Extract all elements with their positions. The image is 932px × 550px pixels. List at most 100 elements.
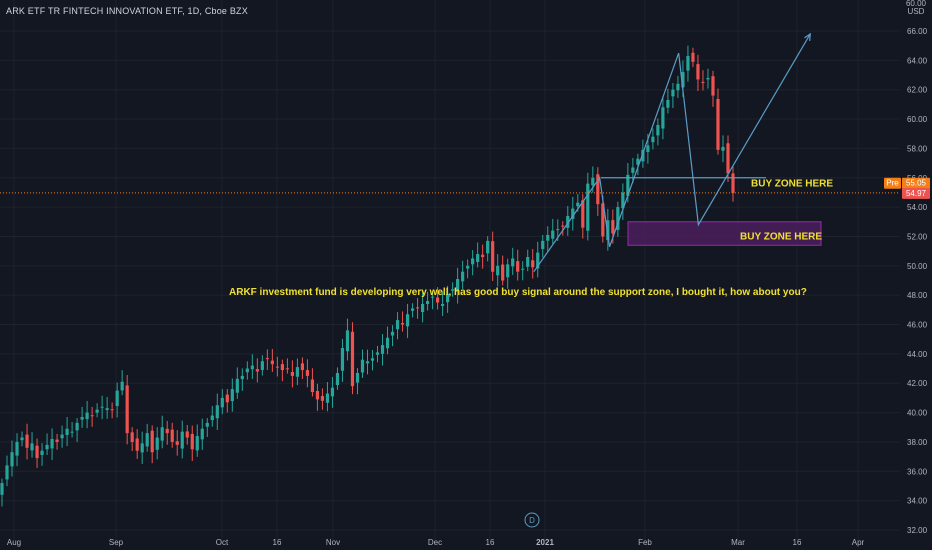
candle [731,166,735,202]
candle [120,370,124,396]
candle [420,292,425,323]
candle-body [656,124,660,136]
candle-body [435,297,440,303]
candle-body [355,372,360,383]
candle [561,221,565,236]
candle [531,248,535,279]
candle [415,298,420,319]
candle-body [255,369,259,372]
candle [716,88,720,155]
candle-body [5,465,9,480]
candle [446,285,450,313]
candle [255,358,259,383]
candle [170,422,174,448]
candle-body [586,183,590,231]
candle-body [200,428,204,440]
currency-top-value: 60.00 [905,0,927,8]
candle [275,356,279,377]
candle [200,418,204,450]
pre-tag-badge [884,177,901,189]
candle [260,355,264,376]
x-tick-label: Apr [852,538,865,547]
candle-body [526,257,530,267]
candle [425,291,430,311]
candle-body [405,314,410,327]
candle-body [190,433,194,450]
candle [295,358,300,386]
candle-body [155,437,159,450]
candle-body [676,83,680,91]
x-tick-label: Oct [216,538,229,547]
candle [155,427,159,460]
candle [85,400,89,429]
last-price-value: 54.97 [906,189,927,198]
candle [496,254,500,287]
y-tick-label: 58.00 [907,144,928,153]
candle-body [135,438,139,451]
candle [390,325,395,347]
candle-body [10,452,14,467]
candle [546,226,550,253]
y-tick-label: 34.00 [907,497,928,506]
candle [456,267,460,304]
candle-body [631,167,635,173]
candle-body [345,330,350,352]
y-tick-label: 42.00 [907,379,928,388]
candle-body [606,220,610,241]
candle-body [15,441,19,456]
candle-body [210,415,214,421]
pre-price-value: 55.05 [906,179,927,188]
candle-body [300,363,305,371]
candle-body [20,437,24,441]
candle [110,402,114,419]
candle [90,406,94,427]
candle [711,70,715,107]
y-tick-label: 40.00 [907,409,928,418]
candle [215,393,219,431]
symbol-title: ARK ETF TR FINTECH INNOVATION ETF, 1D, C… [6,6,248,16]
candle [696,54,700,92]
candle-body [671,89,675,97]
candle-body [561,225,565,227]
candle [140,431,144,465]
candle [516,249,520,281]
candle-body [220,397,224,408]
projection-arrowhead [804,32,811,41]
candle [340,338,345,382]
y-tick-label: 64.00 [907,56,928,65]
pre-price-badge [902,177,930,189]
candle [245,361,249,380]
x-tick-label: Nov [326,538,340,547]
candle [721,135,725,163]
candle-body [80,416,84,420]
candle-body [150,430,154,453]
candle [55,433,59,450]
candle [300,357,305,379]
candle-body [350,331,355,387]
candle-body [365,361,370,364]
candle-body [471,258,475,265]
y-tick-label: 38.00 [907,438,928,447]
candle [486,236,490,262]
candle [671,82,675,108]
candle [125,375,129,445]
x-tick-label: Sep [109,538,124,547]
candle-body [285,368,289,370]
candle [60,425,64,448]
candle [240,368,244,391]
candle-body [90,415,94,417]
candle [290,360,294,388]
candle [541,234,545,258]
candle-body [511,258,515,267]
candle-body [681,72,685,88]
candle-body [95,409,99,413]
candle-body [626,174,630,196]
candle [335,367,340,390]
candle [375,345,380,363]
y-tick-label: 32.00 [907,526,928,535]
last-price-badge [902,187,930,199]
dividend-marker[interactable]: D [524,512,540,528]
candle-body [75,422,79,431]
